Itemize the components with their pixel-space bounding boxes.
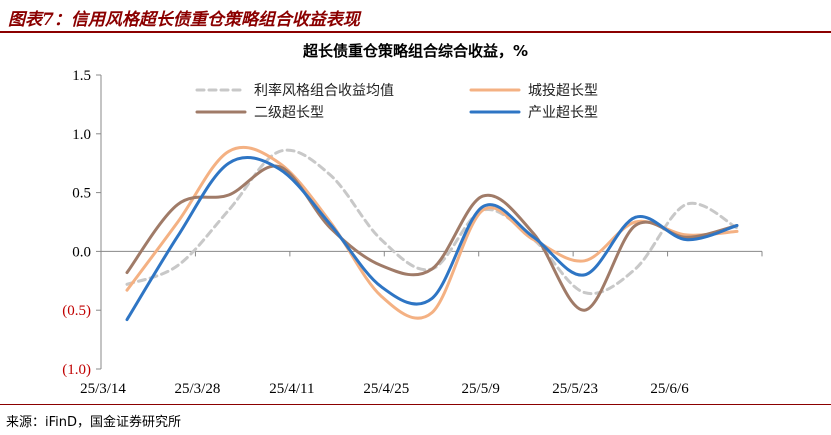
- y-tick-label: (0.5): [62, 303, 91, 319]
- series-line-2: [125, 145, 739, 320]
- x-tick-label: 25/5/23: [552, 381, 598, 397]
- x-tick-label: 25/4/11: [269, 381, 314, 397]
- figure-title-rule: [0, 31, 831, 33]
- legend-label: 产业超长型: [528, 105, 598, 121]
- footer-rule: [0, 404, 831, 405]
- y-tick-label: (1.0): [62, 362, 91, 378]
- series-line-4: [125, 155, 739, 322]
- legend-label: 城投超长型: [528, 83, 598, 99]
- figure-source: 来源：iFinD，国金证券研究所: [6, 415, 182, 430]
- series-line-3: [125, 164, 739, 312]
- line-chart: 1.5 1.0 0.5 0.0 (0.5) (1.0) 25/3/14 25/3/28 25/4…: [62, 68, 763, 397]
- chart-title: 超长债重仓策略组合综合收益，%: [302, 42, 529, 60]
- x-tick-label: 25/4/25: [363, 381, 409, 397]
- x-tick-label: 25/5/9: [462, 381, 500, 397]
- x-tick-label: 25/6/6: [650, 381, 689, 397]
- figure-title: 图表7：信用风格超长债重仓策略组合收益表现: [8, 10, 360, 30]
- y-tick-label: 0.5: [72, 186, 91, 202]
- y-tick-label: 1.0: [72, 127, 91, 143]
- legend-label: 二级超长型: [254, 105, 324, 121]
- legend-label: 利率风格组合收益均值: [254, 82, 394, 99]
- figure-header: 图表7：信用风格超长债重仓策略组合收益表现: [0, 0, 831, 34]
- y-tick-label: 1.5: [72, 68, 91, 84]
- y-tick-label: 0.0: [72, 244, 91, 260]
- x-tick-label: 25/3/28: [175, 381, 221, 397]
- x-tick-label: 25/3/14: [80, 381, 126, 397]
